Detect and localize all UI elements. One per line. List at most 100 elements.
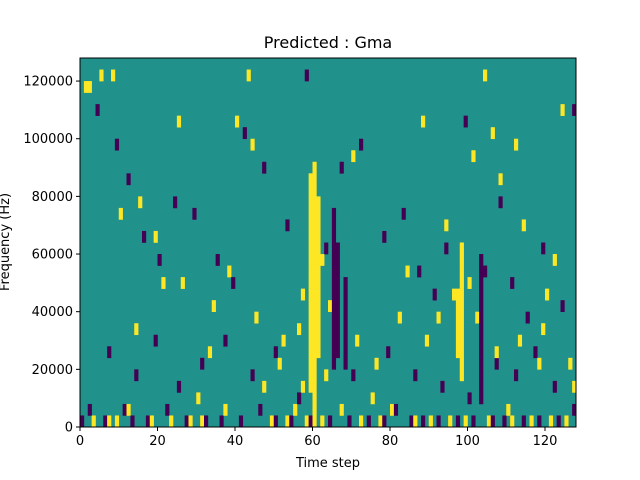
heatmap-cell-low [502, 415, 507, 428]
heatmap-cell-low [347, 415, 352, 428]
heatmap-cell-high [339, 403, 344, 416]
heatmap-cell-low [134, 369, 139, 382]
heatmap-cell-low [393, 403, 399, 416]
heatmap-cell-high [568, 357, 573, 370]
heatmap-cell-low [176, 380, 182, 393]
heatmap-cell-high [529, 415, 534, 428]
heatmap-cell-high [506, 403, 511, 416]
heatmap-cell-low [382, 230, 387, 243]
heatmap-cell-high [312, 334, 317, 347]
plot-frame [79, 57, 577, 428]
heatmap-cell-low [483, 265, 488, 278]
heatmap-cell-high [459, 357, 464, 370]
heatmap-cell-high [467, 277, 472, 289]
heatmap-cell-low [479, 357, 484, 370]
heatmap-cell-low [521, 415, 526, 428]
heatmap-cell-low [331, 254, 337, 266]
x-tick-label: 60 [304, 434, 321, 449]
heatmap-cell-low [219, 415, 224, 428]
heatmap-cell-high [161, 277, 166, 289]
heatmap-cell-low [331, 242, 337, 255]
heatmap-cell-high [308, 242, 313, 255]
heatmap-cell-high [316, 323, 321, 336]
heatmap-cell-low [494, 357, 499, 370]
heatmap-cell-high [87, 81, 92, 93]
heatmap-cell-low [343, 311, 348, 324]
heatmap-cell-high [285, 415, 290, 428]
heatmap-cell-high [390, 403, 395, 416]
heatmap-cell-high [421, 115, 426, 128]
heatmap-cell-low [533, 346, 538, 359]
heatmap-cell-high [91, 415, 96, 428]
heatmap-cell-high [316, 254, 321, 266]
x-tick-label: 100 [455, 434, 480, 449]
heatmap-cell-low [142, 230, 147, 243]
heatmap-cell-low [409, 415, 414, 428]
chart-title: Predicted : Gma [264, 33, 392, 52]
heatmap-cell-high [498, 173, 503, 186]
heatmap-cell-low [331, 300, 337, 312]
heatmap-cell-high [459, 277, 464, 289]
heatmap-cell-high [312, 230, 317, 243]
y-tick-label: 60000 [32, 248, 73, 263]
heatmap-cell-high [207, 346, 213, 359]
heatmap-cell-high [455, 323, 461, 336]
heatmap-cell-high [316, 334, 321, 347]
heatmap-cell-low [537, 415, 542, 428]
heatmap-cell-high [312, 184, 317, 197]
heatmap-cell-high [459, 323, 464, 336]
heatmap-cell-low [331, 288, 337, 301]
heatmap-cell-high [308, 323, 313, 336]
heatmap-cell-high [138, 196, 143, 209]
heatmap-cell-high [308, 334, 313, 347]
heatmap-cell-low [335, 288, 340, 301]
heatmap-cell-high [459, 346, 464, 359]
heatmap-cell-high [269, 415, 275, 428]
heatmap-cell-low [479, 369, 484, 382]
heatmap-cell-high [312, 300, 317, 312]
heatmap-cell-high [308, 184, 313, 197]
heatmap-cell-high [196, 392, 201, 405]
heatmap-cell-high [455, 346, 461, 359]
heatmap-cell-low [335, 254, 340, 266]
heatmap-cell-low [238, 415, 244, 428]
heatmap-cell-low [153, 334, 158, 347]
heatmap-cell-high [134, 323, 139, 336]
heatmap-cell-high [397, 311, 402, 324]
heatmap-cell-low [343, 300, 348, 312]
heatmap-cell-low [200, 357, 205, 370]
x-tick-label: 20 [149, 434, 166, 449]
heatmap-cell-high [114, 415, 120, 428]
heatmap-cell-low [103, 415, 108, 428]
heatmap-cell-high [312, 415, 317, 428]
y-axis-ticks: 0 20000 40000 60000 80000 100000 120000 [23, 75, 80, 436]
heatmap-cell-high [316, 288, 321, 301]
heatmap-cell-high [250, 138, 255, 151]
heatmap-cell-low [130, 415, 135, 428]
heatmap-cell-high [320, 415, 325, 428]
heatmap-cell-high [297, 323, 302, 336]
heatmap-cell-high [459, 288, 464, 301]
heatmap-cell-high [378, 415, 383, 428]
heatmap-cell-low [335, 311, 340, 324]
heatmap-cell-high [312, 173, 317, 186]
heatmap-cell-low [331, 230, 337, 243]
heatmap-cell-low [335, 277, 340, 289]
x-tick-label: 40 [227, 434, 244, 449]
heatmap-cell-high [316, 311, 321, 324]
x-tick-label: 0 [76, 434, 84, 449]
heatmap-cell-high [455, 288, 461, 301]
heatmap-cell-low [560, 300, 565, 312]
heatmap-cell-high [227, 265, 232, 278]
heatmap-cell-high [455, 334, 461, 347]
heatmap-cell-low [204, 415, 209, 428]
heatmap-cell-high [308, 173, 313, 186]
heatmap-cell-high [312, 277, 317, 289]
heatmap-cell-low [231, 277, 236, 289]
heatmap-cell-low [223, 334, 228, 347]
heatmap-cell-high [308, 277, 313, 289]
heatmap-cell-high [312, 323, 317, 336]
heatmap-cell-high [316, 346, 321, 359]
heatmap-cell-low [157, 254, 162, 266]
heatmap-cell-high [312, 219, 317, 232]
